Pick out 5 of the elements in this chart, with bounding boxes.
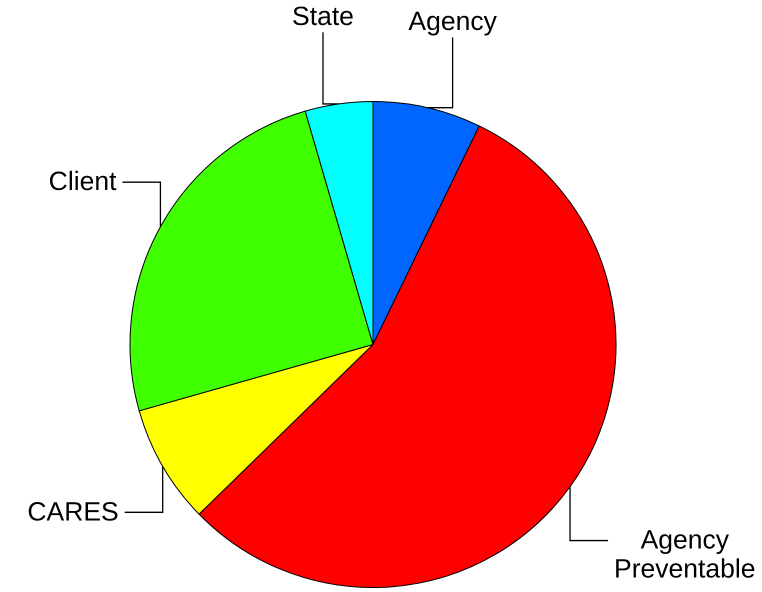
slice-label: CARES (27, 496, 119, 526)
slice-label: Agency Preventable (614, 524, 756, 584)
slice-label: Client (48, 166, 118, 196)
slice-label: Agency (408, 6, 498, 36)
slice-label: State (292, 0, 354, 31)
